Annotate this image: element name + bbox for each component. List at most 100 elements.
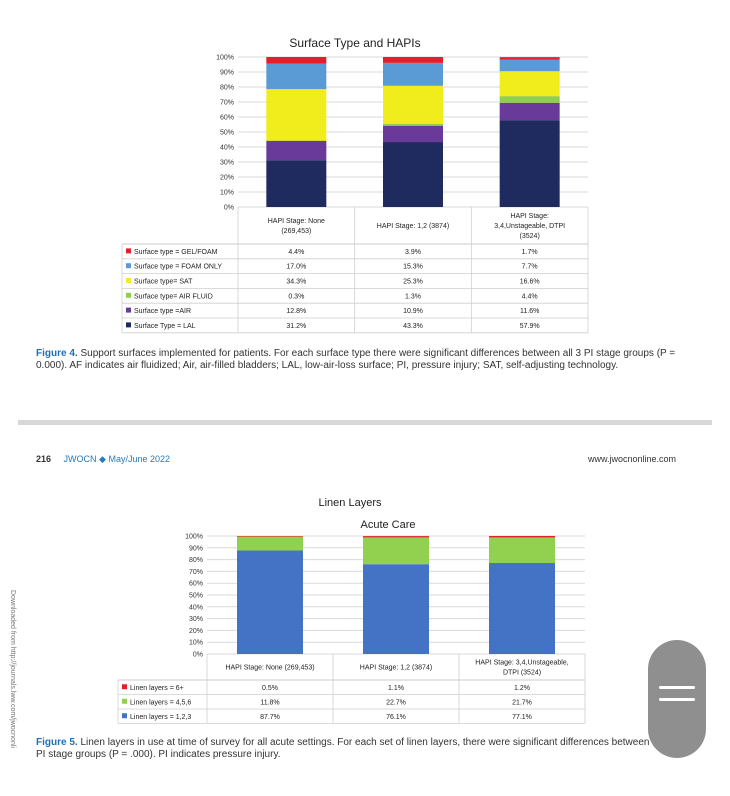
data-label: 15.3% bbox=[403, 264, 423, 271]
data-label: 0.3% bbox=[288, 293, 304, 300]
data-label: 1.1% bbox=[388, 685, 404, 692]
y-tick-label: 100% bbox=[216, 55, 234, 62]
legend-swatch bbox=[126, 292, 131, 298]
data-label: 34.3% bbox=[286, 279, 306, 286]
legend-swatch bbox=[122, 698, 127, 704]
bar-segment-6 bbox=[383, 57, 443, 63]
journal-name: JWOCN ◆ May/June 2022 bbox=[63, 454, 171, 464]
y-tick-label: 20% bbox=[189, 628, 203, 635]
page-divider bbox=[18, 420, 712, 425]
data-label: 57.9% bbox=[520, 323, 540, 330]
data-label: 11.8% bbox=[260, 699, 279, 706]
linen-layers-chart: Linen Layers Acute Care 0% 10% 20% 30% 40% 50% 6… bbox=[117, 497, 586, 724]
y-tick-label: 80% bbox=[189, 557, 203, 564]
legend-swatch bbox=[126, 263, 131, 269]
category-label: (269,453) bbox=[281, 228, 311, 235]
data-label: 17.0% bbox=[286, 264, 306, 271]
legend-swatch bbox=[122, 684, 127, 690]
legend-label: Surface type = FOAM ONLY bbox=[134, 264, 222, 271]
data-label: 10.9% bbox=[403, 308, 423, 315]
legend-swatch bbox=[122, 713, 127, 719]
bar-segment-3 bbox=[499, 96, 560, 103]
y-tick-label: 60% bbox=[189, 581, 203, 588]
legend-label: Surface type= SAT bbox=[134, 279, 193, 286]
y-tick-label: 70% bbox=[220, 100, 234, 107]
y-tick-label: 60% bbox=[220, 115, 234, 122]
category-label: 3,4,Unstageable, DTPI bbox=[494, 223, 565, 230]
surface-type-chart: Surface Type and HAPIs 0% 10% 20% 30% 40% 50% 6… bbox=[121, 36, 589, 334]
y-tick-label: 30% bbox=[220, 160, 234, 167]
data-label: 1.2% bbox=[514, 685, 530, 692]
bar-segment-2 bbox=[266, 141, 327, 161]
y-tick-label: 90% bbox=[220, 70, 234, 77]
legend-label: Linen layers = 1,2,3 bbox=[130, 714, 191, 721]
data-label: 22.7% bbox=[386, 699, 406, 706]
figure5-caption: Figure 5. Linen layers in use at time of… bbox=[36, 737, 676, 761]
data-label: 76.1% bbox=[386, 714, 406, 721]
legend-swatch bbox=[126, 278, 131, 283]
figure5-caption-label: Figure 5. bbox=[36, 737, 78, 748]
y-tick-label: 10% bbox=[220, 190, 234, 197]
data-label: 77.1% bbox=[512, 714, 532, 721]
data-label: 43.3% bbox=[403, 323, 423, 330]
bar-segment-2 bbox=[499, 102, 560, 121]
data-label: 1.3% bbox=[405, 293, 421, 300]
data-label: 16.6% bbox=[520, 279, 540, 286]
bar-segment-1 bbox=[489, 563, 555, 654]
legend-swatch bbox=[126, 307, 131, 313]
legend-swatch bbox=[126, 248, 131, 254]
chart-title: Linen Layers bbox=[319, 497, 382, 509]
scroll-handle-line-top bbox=[659, 686, 695, 689]
data-label: 21.7% bbox=[512, 699, 532, 706]
y-tick-label: 80% bbox=[220, 85, 234, 92]
y-tick-label: 40% bbox=[189, 604, 203, 611]
y-tick-label: 70% bbox=[189, 569, 203, 576]
bar-segment-2 bbox=[363, 537, 429, 565]
category-label: (3524) bbox=[520, 233, 540, 240]
bar-segment-1 bbox=[383, 142, 443, 207]
bar-segment-3 bbox=[237, 536, 303, 537]
bar-segment-1 bbox=[499, 120, 560, 207]
y-tick-label: 40% bbox=[220, 145, 234, 152]
legend-label: Linen layers = 4,5,6 bbox=[130, 699, 191, 706]
bar-segment-1 bbox=[363, 564, 429, 654]
data-label: 0.5% bbox=[262, 685, 278, 692]
figure4-caption-text: Support surfaces implemented for patient… bbox=[36, 348, 676, 371]
legend-label: Surface type = GEL/FOAM bbox=[134, 249, 218, 256]
data-label: 25.3% bbox=[403, 279, 423, 286]
bar-segment-5 bbox=[499, 59, 560, 72]
legend-swatch bbox=[126, 322, 131, 328]
download-side-text: Downloaded from http://journals.lww.com/… bbox=[9, 590, 16, 748]
category-label: HAPI Stage: 1,2 (3874) bbox=[360, 665, 432, 672]
legend-label: Linen layers = 6+ bbox=[130, 685, 184, 692]
legend-label: Surface Type = LAL bbox=[134, 323, 196, 330]
bar-segment-1 bbox=[266, 160, 327, 207]
figure4-caption: Figure 4. Support surfaces implemented f… bbox=[36, 348, 686, 372]
running-head: 216 JWOCN ◆ May/June 2022 www.jwocnonlin… bbox=[36, 454, 676, 468]
y-tick-label: 50% bbox=[220, 130, 234, 137]
category-label: HAPI Stage: None (269,453) bbox=[225, 665, 314, 672]
page-number: 216 bbox=[36, 454, 52, 464]
bar-segment-4 bbox=[383, 85, 443, 124]
y-tick-label: 10% bbox=[189, 640, 203, 647]
y-tick-label: 30% bbox=[189, 616, 203, 623]
scroll-handle[interactable] bbox=[648, 640, 706, 758]
data-label: 3.9% bbox=[405, 249, 421, 256]
legend-label: Surface type= AIR FLUID bbox=[134, 293, 213, 300]
category-label: HAPI Stage: 3,4,Unstageable, bbox=[475, 660, 568, 667]
legend-label: Surface type =AIR bbox=[134, 308, 191, 315]
data-label: 4.4% bbox=[522, 293, 538, 300]
data-label: 12.8% bbox=[286, 308, 306, 315]
category-label: HAPI Stage: None bbox=[268, 218, 325, 225]
bar-segment-2 bbox=[383, 125, 443, 143]
chart-title: Surface Type and HAPIs bbox=[289, 36, 420, 50]
bar-segment-5 bbox=[266, 63, 327, 90]
bar-segment-4 bbox=[499, 71, 560, 97]
scroll-handle-line-bottom bbox=[659, 698, 695, 701]
data-label: 7.7% bbox=[522, 264, 538, 271]
y-tick-label: 20% bbox=[220, 175, 234, 182]
bar-segment-6 bbox=[266, 57, 327, 64]
figure5-caption-text: Linen layers in use at time of survey fo… bbox=[36, 737, 671, 760]
bar-segment-1 bbox=[237, 550, 303, 654]
category-label: HAPI Stage: 1,2 (3874) bbox=[377, 223, 449, 230]
